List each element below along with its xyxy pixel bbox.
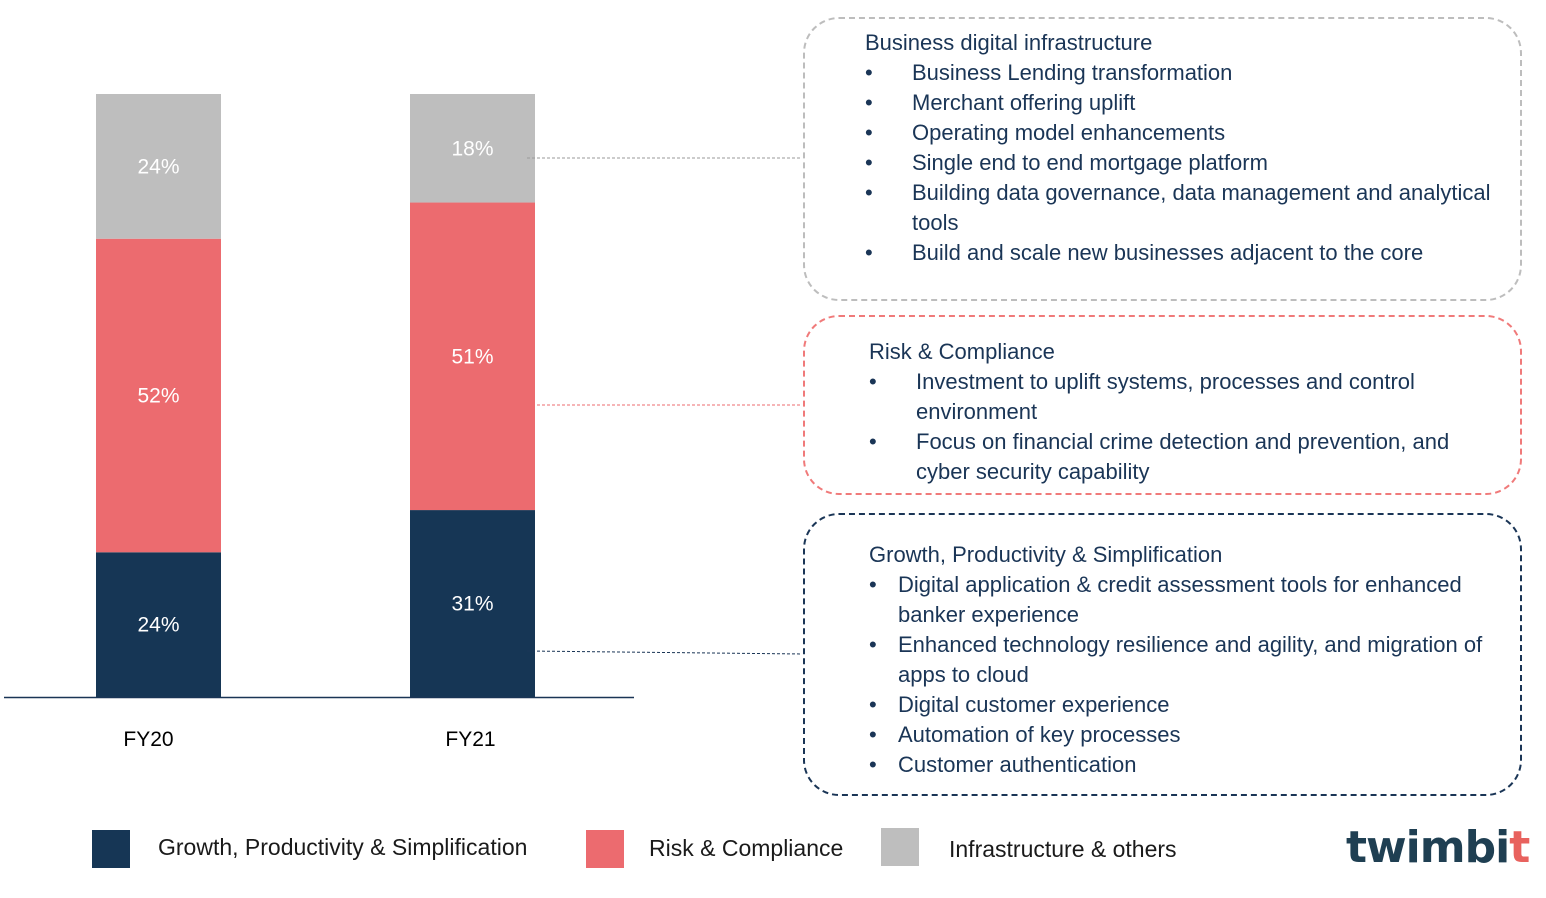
legend-swatch-risk bbox=[586, 830, 624, 868]
callout-infrastructure: Business digital infrastructure Business… bbox=[803, 17, 1522, 301]
data-label-infrastructure-fy21: 18% bbox=[451, 137, 493, 160]
data-label-growth-fy21: 31% bbox=[451, 593, 493, 616]
category-label-fy21: FY21 bbox=[445, 728, 495, 751]
bar-segment-infrastructure-fy20 bbox=[96, 94, 221, 239]
bar-segment-risk-fy20 bbox=[96, 238, 221, 553]
list-item: Customer authentication bbox=[869, 750, 1500, 780]
list-item: Enhanced technology resilience and agili… bbox=[869, 630, 1500, 690]
legend-label-risk: Risk & Compliance bbox=[649, 835, 844, 861]
brand-logo: twimbit bbox=[1346, 822, 1530, 873]
bar-segment-risk-fy21 bbox=[410, 202, 535, 511]
list-item: Operating model enhancements bbox=[865, 118, 1500, 148]
labels-layer: 24% 52% 24% FY20 31% 51% 18% FY21 bbox=[123, 137, 495, 751]
list-item: Building data governance, data managemen… bbox=[865, 178, 1500, 238]
callout-growth-list: Digital application & credit assessment … bbox=[869, 570, 1500, 780]
bar-segment-growth-fy21 bbox=[410, 510, 535, 697]
legend-label-infrastructure: Infrastructure & others bbox=[949, 836, 1177, 862]
data-label-growth-fy20: 24% bbox=[137, 614, 179, 637]
connector-line-growth bbox=[526, 650, 800, 655]
list-item: Business Lending transformation bbox=[865, 58, 1500, 88]
bar-segment-growth-fy20 bbox=[96, 552, 221, 697]
logo-text: twimbi bbox=[1346, 822, 1510, 873]
list-item: Digital customer experience bbox=[869, 690, 1500, 720]
legend-label-growth: Growth, Productivity & Simplification bbox=[158, 834, 528, 860]
callout-growth: Growth, Productivity & Simplification Di… bbox=[803, 513, 1522, 796]
list-item: Build and scale new businesses adjacent … bbox=[865, 238, 1500, 268]
data-label-infrastructure-fy20: 24% bbox=[137, 155, 179, 178]
logo-text-accent: t bbox=[1509, 822, 1530, 873]
bar-segment-infrastructure-fy21 bbox=[410, 94, 535, 203]
callout-risk-title: Risk & Compliance bbox=[869, 339, 1055, 364]
callout-growth-title: Growth, Productivity & Simplification bbox=[869, 542, 1223, 567]
data-label-risk-fy20: 52% bbox=[137, 385, 179, 408]
legend-swatch-growth bbox=[92, 830, 130, 868]
callout-infrastructure-list: Business Lending transformation Merchant… bbox=[865, 58, 1500, 268]
list-item: Digital application & credit assessment … bbox=[869, 570, 1500, 630]
data-label-risk-fy21: 51% bbox=[451, 345, 493, 368]
stacked-bar-chart: 24% 52% 24% FY20 31% 51% 18% FY21 bbox=[4, 94, 800, 751]
list-item: Automation of key processes bbox=[869, 720, 1500, 750]
bars-layer bbox=[96, 94, 535, 697]
list-item: Investment to uplift systems, processes … bbox=[869, 367, 1500, 427]
callout-risk: Risk & Compliance Investment to uplift s… bbox=[803, 315, 1522, 495]
callout-risk-list: Investment to uplift systems, processes … bbox=[869, 367, 1500, 487]
legend-swatch-infrastructure bbox=[881, 828, 919, 866]
list-item: Focus on financial crime detection and p… bbox=[869, 427, 1500, 487]
connector-lines bbox=[526, 157, 800, 655]
category-label-fy20: FY20 bbox=[123, 728, 173, 751]
callout-infrastructure-title: Business digital infrastructure bbox=[865, 30, 1153, 55]
list-item: Single end to end mortgage platform bbox=[865, 148, 1500, 178]
list-item: Merchant offering uplift bbox=[865, 88, 1500, 118]
